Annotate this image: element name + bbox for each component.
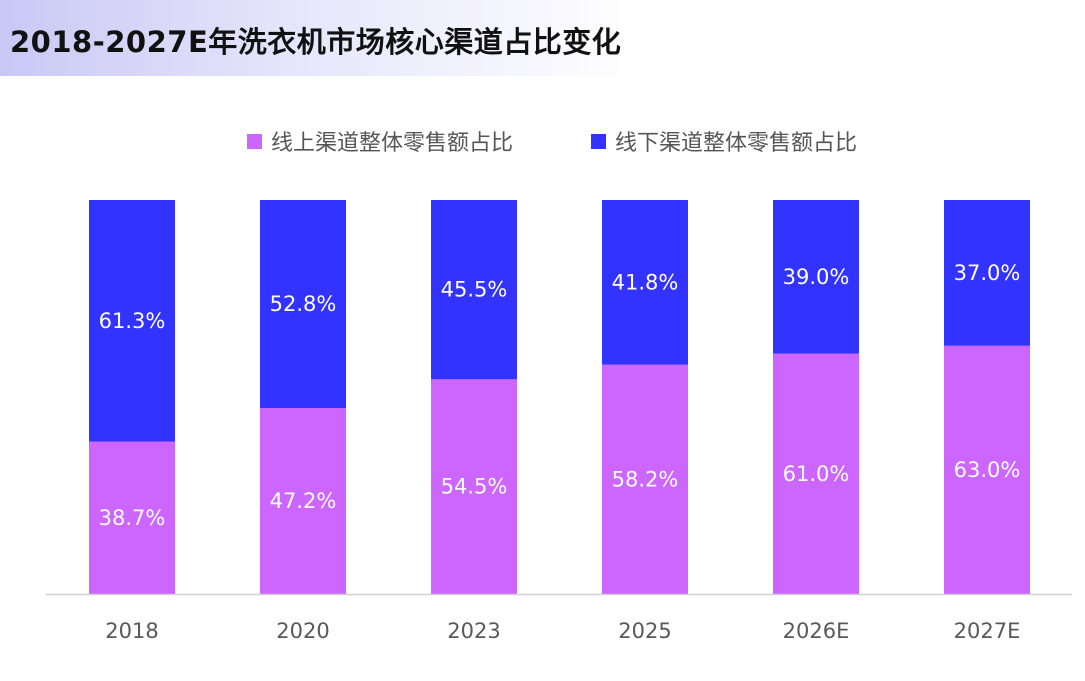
bar-offline-2018 [89,200,175,442]
data-label-offline-2026E: 39.0% [783,265,850,289]
x-tick-label-2020: 2020 [276,619,329,643]
data-label-online-2026E: 61.0% [783,462,850,486]
x-tick-label-2027E: 2027E [954,619,1021,643]
title-banner [0,0,640,76]
legend-label-offline: 线下渠道整体零售额占比 [615,131,858,156]
bar-online-2027E [944,345,1030,594]
data-label-offline-2027E: 37.0% [954,261,1021,285]
data-label-online-2018: 38.7% [99,506,166,530]
legend: 线上渠道整体零售额占比 线下渠道整体零售额占比 [0,124,1085,158]
bar-online-2025 [602,364,688,594]
bar-online-2020 [260,408,346,594]
bar-offline-2023 [431,200,517,380]
data-label-online-2023: 54.5% [441,475,508,499]
data-label-offline-2018: 61.3% [99,309,166,333]
x-tick-label-2018: 2018 [105,619,158,643]
legend-swatch-offline [591,133,606,149]
legend-item-online: 线上渠道整体零售额占比 [247,124,513,158]
legend-swatch-online [247,133,262,149]
legend-item-offline: 线下渠道整体零售额占比 [591,124,857,158]
x-tick-label-2023: 2023 [447,619,500,643]
data-label-offline-2025: 41.8% [612,270,679,294]
bar-offline-2025 [602,200,688,365]
data-label-offline-2020: 52.8% [270,292,337,316]
chart-title: 2018-2027E年洗衣机市场核心渠道占比变化 [10,25,622,59]
bar-online-2026E [773,353,859,594]
data-label-offline-2023: 45.5% [441,278,508,302]
bar-offline-2027E [944,200,1030,346]
x-tick-label-2025: 2025 [618,619,671,643]
bar-online-2023 [431,379,517,594]
x-tick-label-2026E: 2026E [783,619,850,643]
data-label-online-2025: 58.2% [612,467,679,491]
data-label-online-2020: 47.2% [270,489,337,513]
data-label-online-2027E: 63.0% [954,458,1021,482]
legend-label-online: 线上渠道整体零售额占比 [271,131,514,156]
bar-online-2018 [89,441,175,594]
bar-offline-2020 [260,200,346,409]
bar-offline-2026E [773,200,859,354]
